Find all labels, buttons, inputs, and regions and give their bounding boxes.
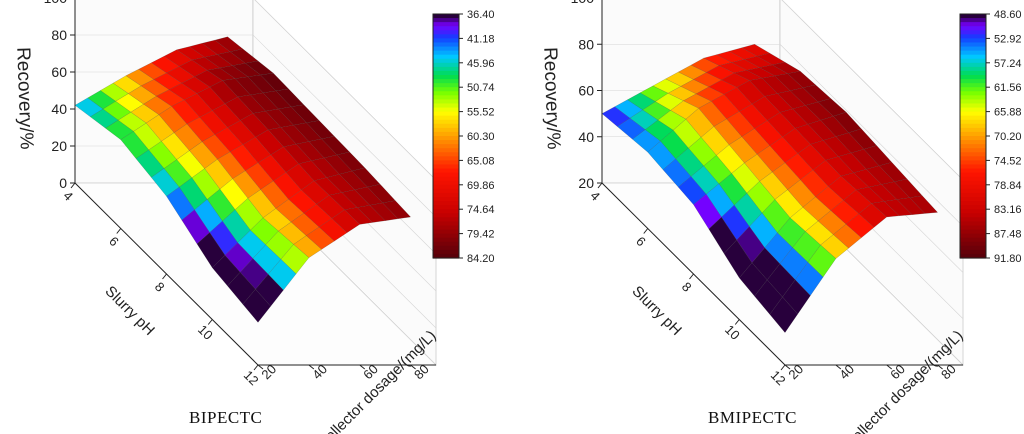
z-tick-label: 60: [578, 83, 594, 99]
colorbar-label: 74.64: [467, 204, 495, 216]
colorbar-label: 60.30: [467, 131, 495, 143]
colorbar-label: 57.24: [994, 58, 1022, 70]
colorbar-label: 70.20: [994, 131, 1022, 143]
z-tick-label: 20: [51, 138, 67, 154]
colorbar-label: 45.96: [467, 58, 495, 70]
x-axis-label: Slurry pH: [629, 283, 685, 339]
x-tick-label: 8: [152, 279, 168, 295]
surface-patch: [769, 296, 799, 334]
z-tick-label: 40: [51, 101, 67, 117]
colorbar-label: 36.40: [467, 9, 495, 21]
z-tick-label: 100: [44, 0, 68, 6]
z-tick-label: 100: [571, 0, 595, 6]
z-tick-label: 0: [59, 175, 67, 191]
surface-patch: [242, 288, 272, 323]
colorbar-label: 87.48: [994, 229, 1022, 241]
colorbar-label: 55.52: [467, 107, 495, 119]
z-axis-label: Recovery/%: [539, 47, 564, 150]
colorbar-label: 61.56: [994, 82, 1022, 94]
surface-patch: [356, 204, 386, 223]
x-tick-label: 6: [633, 233, 649, 249]
colorbar-label: 65.88: [994, 107, 1022, 119]
colorbar-label: 69.86: [467, 180, 495, 192]
z-tick-label: 80: [51, 27, 67, 43]
x-axis-label: Slurry pH: [102, 283, 158, 339]
colorbar-label: 52.92: [994, 33, 1022, 45]
colorbar-label: 79.42: [467, 229, 495, 241]
x-tick-label: 10: [722, 322, 743, 343]
colorbar-label: 83.16: [994, 204, 1022, 216]
x-tick-label: 6: [106, 233, 122, 249]
surface-patch: [832, 223, 862, 249]
surface-patch: [845, 213, 875, 239]
caption-bmipectc: BMIPECTC: [708, 408, 798, 427]
surface-patch: [267, 258, 297, 291]
colorbar-label: 48.60: [994, 9, 1022, 21]
surface-mesh: [601, 44, 939, 334]
x-tick-label: 8: [679, 279, 695, 295]
colorbar-label: 74.52: [994, 155, 1022, 167]
surface-patch: [782, 279, 811, 315]
z-axis-label: Recovery/%: [12, 47, 37, 150]
z-tick-label: 60: [51, 64, 67, 80]
surface-patch: [794, 261, 824, 296]
colorbar-label: 84.20: [467, 253, 495, 265]
surface-patch: [858, 203, 888, 228]
colorbar-label: 50.74: [467, 82, 495, 94]
colorbar: 48.60 52.92 57.24 61.56 65.88 70.20 74.52 78.84…: [959, 9, 1022, 265]
z-tick-label: 80: [578, 36, 594, 52]
surface-patch: [870, 201, 900, 218]
caption-bipectc: BIPECTC: [189, 408, 263, 427]
z-tick-label: 20: [578, 175, 594, 191]
surface-patch: [807, 244, 837, 278]
surface-patch: [883, 199, 913, 217]
colorbar-label: 78.84: [994, 180, 1022, 192]
z-tick-label: 40: [578, 129, 594, 145]
colorbar-label: 41.18: [467, 33, 495, 45]
colorbar-label: 65.08: [467, 155, 495, 167]
surface-mesh: [74, 36, 412, 323]
colorbar-label: 91.80: [994, 253, 1022, 265]
x-tick-label: 10: [195, 322, 216, 343]
colorbar: 36.40 41.18 45.96 50.74 55.52 60.30 65.08 69.86…: [432, 9, 495, 265]
